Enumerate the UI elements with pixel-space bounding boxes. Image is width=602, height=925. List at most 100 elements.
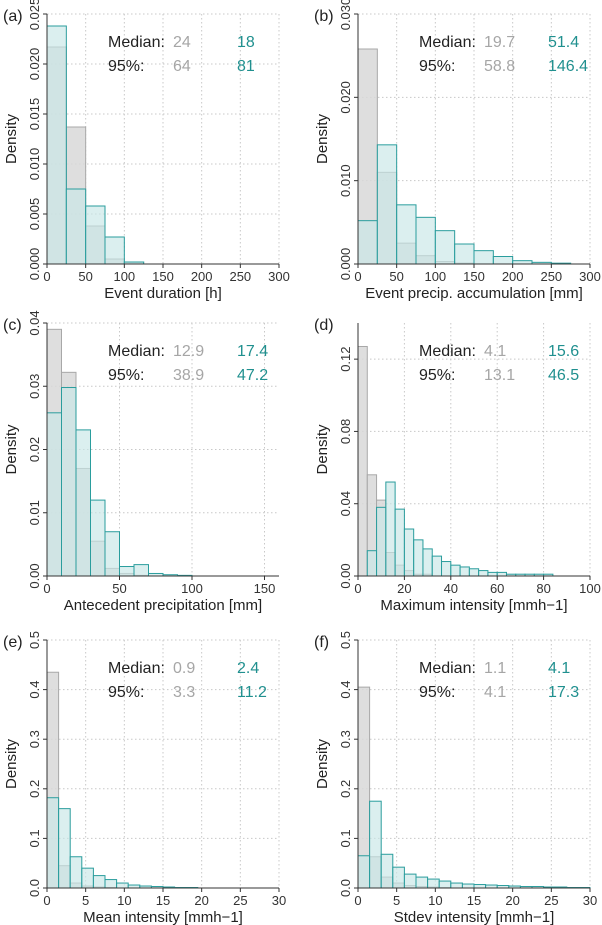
- x-tick-label: 0: [354, 893, 361, 908]
- p95-label: 95%:: [108, 58, 144, 75]
- y-axis-label: Density: [314, 738, 331, 789]
- bar-teal-2: [76, 430, 91, 576]
- x-tick-label: 15: [156, 893, 170, 908]
- y-tick-label: 0.00: [338, 563, 353, 588]
- x-tick-label: 0: [43, 269, 50, 284]
- median-label: Median:: [419, 660, 476, 677]
- y-tick-label: 0.2: [27, 780, 42, 798]
- median-teal-value: 17.4: [237, 343, 268, 360]
- bar-teal-6: [134, 565, 149, 576]
- y-axis-label: Density: [3, 424, 20, 475]
- bar-teal-13: [479, 571, 488, 576]
- median-teal-value: 18: [237, 34, 255, 51]
- x-tick-label: 10: [428, 893, 442, 908]
- bar-teal-2: [86, 206, 105, 264]
- bar-teal-0: [47, 26, 66, 264]
- bar-teal-3: [386, 482, 395, 576]
- y-tick-label: 0.1: [338, 829, 353, 847]
- y-axis-label: Density: [314, 424, 331, 475]
- panel-e: 0 5 10 15 20 25 30 0.0 0.1 0.2 0.3 0.4 0.5 Mean inten…: [3, 631, 286, 925]
- x-tick-label: 150: [152, 269, 174, 284]
- y-tick-label: 0.0: [338, 879, 353, 897]
- x-tick-label: 150: [463, 269, 485, 284]
- y-tick-label: 0.020: [338, 81, 353, 114]
- y-tick-label: 0.010: [338, 164, 353, 197]
- x-tick-label: 20: [397, 581, 411, 596]
- y-tick-label: 0.3: [27, 730, 42, 748]
- panel-label: (c): [3, 317, 22, 334]
- bar-teal-0: [47, 798, 59, 888]
- p95-label: 95%:: [419, 58, 455, 75]
- y-tick-label: 0.00: [27, 563, 42, 588]
- p95-gray-value: 64: [173, 58, 191, 75]
- median-teal-value: 2.4: [237, 660, 259, 677]
- y-tick-label: 0.020: [27, 48, 42, 81]
- bar-teal-0: [358, 856, 370, 888]
- x-tick-label: 25: [233, 893, 247, 908]
- median-gray-value: 1.1: [484, 660, 506, 677]
- bar-teal-1: [59, 809, 71, 888]
- y-tick-label: 0.01: [27, 500, 42, 525]
- bar-teal-6: [428, 879, 440, 888]
- x-tick-label: 100: [113, 269, 135, 284]
- bar-teal-0: [358, 221, 377, 264]
- x-tick-label: 0: [43, 893, 50, 908]
- x-tick-label: 20: [194, 893, 208, 908]
- y-tick-label: 0.1: [27, 829, 42, 847]
- median-label: Median:: [108, 34, 165, 51]
- bar-teal-3: [416, 217, 435, 264]
- x-tick-label: 0: [43, 581, 50, 596]
- y-tick-label: 0.4: [27, 681, 42, 699]
- x-tick-label: 60: [490, 581, 504, 596]
- x-tick-label: 50: [112, 581, 126, 596]
- p95-label: 95%:: [108, 367, 144, 384]
- x-tick-label: 200: [502, 269, 524, 284]
- y-tick-label: 0.04: [27, 310, 42, 335]
- median-label: Median:: [108, 660, 165, 677]
- bar-teal-14: [488, 572, 497, 576]
- series-teal: [367, 482, 553, 576]
- bar-teal-4: [395, 509, 404, 576]
- panel-a: 0 50 100 150 200 250 300 0.000 0.005 0.010 0.015 0.…: [3, 0, 290, 302]
- y-tick-label: 0.000: [338, 248, 353, 281]
- x-tick-label: 250: [229, 269, 251, 284]
- y-tick-label: 0.5: [27, 631, 42, 649]
- x-tick-label: 15: [467, 893, 481, 908]
- bar-teal-2: [70, 857, 82, 888]
- bar-teal-9: [442, 562, 451, 576]
- y-axis-label: Density: [314, 113, 331, 164]
- panel-label: (b): [314, 8, 334, 25]
- bar-teal-4: [93, 876, 105, 888]
- bar-teal-7: [423, 549, 432, 576]
- x-tick-label: 80: [536, 581, 550, 596]
- bar-teal-11: [460, 567, 469, 576]
- median-teal-value: 4.1: [548, 660, 570, 677]
- x-tick-label: 100: [579, 581, 601, 596]
- bar-teal-9: [462, 884, 474, 888]
- x-tick-label: 100: [181, 581, 203, 596]
- p95-label: 95%:: [419, 367, 455, 384]
- y-tick-label: 0.03: [27, 374, 42, 399]
- median-gray-value: 12.9: [173, 343, 204, 360]
- bar-teal-10: [451, 565, 460, 576]
- x-tick-label: 250: [540, 269, 562, 284]
- panel-c: 0 50 100 1500.000.010.020.030.04Antecedent …: [3, 310, 279, 614]
- panel-d: 0 20 40 60 80 100 0.00 0.04 0.08 0.12 Maximum inte…: [314, 317, 601, 614]
- x-axis-label: Maximum intensity [mmh−1]: [380, 597, 567, 614]
- median-gray-value: 0.9: [173, 660, 195, 677]
- p95-teal-value: 46.5: [548, 367, 579, 384]
- p95-teal-value: 47.2: [237, 367, 268, 384]
- x-axis-label: Antecedent precipitation [mm]: [64, 597, 262, 614]
- x-tick-label: 300: [579, 269, 601, 284]
- bar-teal-1: [66, 189, 85, 264]
- x-tick-label: 50: [389, 269, 403, 284]
- bar-teal-1: [377, 145, 396, 264]
- median-label: Median:: [419, 343, 476, 360]
- bar-teal-8: [451, 883, 463, 888]
- bar-teal-7: [439, 881, 451, 888]
- p95-gray-value: 13.1: [484, 367, 515, 384]
- x-tick-label: 40: [444, 581, 458, 596]
- y-tick-label: 0.04: [338, 491, 353, 516]
- figure: 0 50 100 150 200 250 3000.0000.0050.0100.0150.…: [0, 0, 602, 925]
- x-tick-label: 30: [272, 893, 286, 908]
